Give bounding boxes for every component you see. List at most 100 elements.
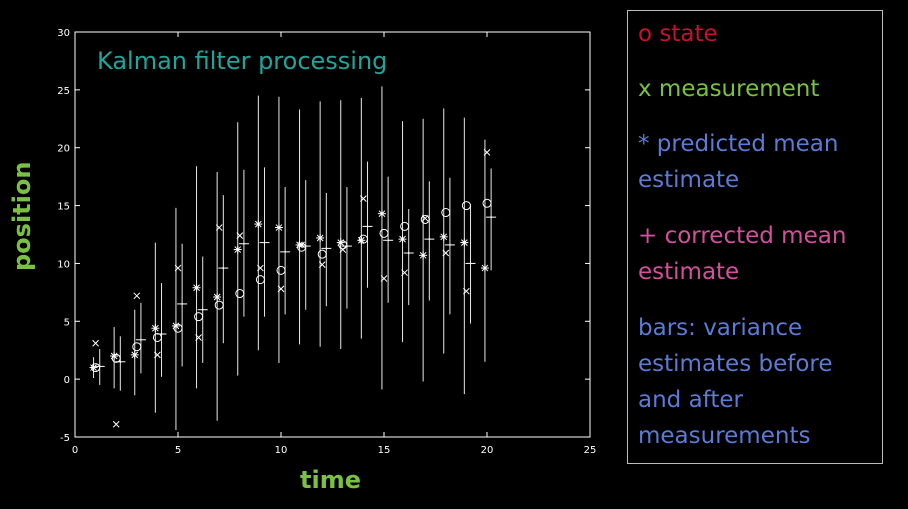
- predicted-marker: [316, 233, 325, 242]
- measurement-marker: [463, 287, 470, 295]
- predicted-marker: [89, 363, 98, 372]
- measurement-marker: [257, 264, 264, 272]
- corrected-marker: [156, 333, 167, 336]
- predicted-marker: [151, 324, 160, 333]
- corrected-marker: [465, 262, 476, 265]
- predicted-marker: [295, 240, 304, 249]
- y-tick-label: 30: [57, 28, 70, 39]
- state-marker: [194, 312, 204, 322]
- x-tick-label: 5: [175, 445, 181, 456]
- measurement-marker: [380, 275, 388, 282]
- data-markers: [89, 148, 497, 428]
- corrected-marker: [300, 245, 311, 248]
- predicted-marker: [460, 238, 469, 247]
- predicted-marker: [439, 232, 448, 241]
- y-tick-label: 0: [64, 375, 70, 386]
- corrected-marker: [321, 247, 332, 250]
- predicted-marker: [130, 350, 139, 359]
- state-marker: [441, 208, 451, 218]
- corrected-marker: [444, 243, 455, 246]
- legend-corrected-1: + corrected mean: [638, 223, 847, 249]
- predicted-marker: [336, 238, 345, 247]
- y-tick-label: -5: [60, 433, 70, 444]
- measurement-marker: [421, 214, 429, 222]
- state-marker: [400, 221, 410, 231]
- x-tick-label: 25: [584, 445, 597, 456]
- state-marker: [276, 265, 286, 275]
- predicted-marker: [233, 245, 242, 254]
- corrected-marker: [197, 308, 208, 311]
- measurement-marker: [483, 148, 491, 156]
- measurement-marker: [236, 232, 244, 240]
- measurement-marker: [174, 264, 182, 272]
- legend-bars-3: and after: [638, 387, 743, 413]
- state-marker: [235, 289, 245, 299]
- corrected-marker: [280, 250, 291, 253]
- measurement-marker: [215, 224, 223, 231]
- x-tick-label: 0: [72, 445, 78, 456]
- y-tick-label: 25: [57, 86, 70, 97]
- predicted-marker: [171, 321, 180, 330]
- predicted-marker: [254, 220, 263, 229]
- x-axis-label: time: [300, 466, 361, 494]
- measurement-marker: [318, 261, 326, 268]
- corrected-marker: [177, 302, 188, 305]
- state-marker: [214, 300, 224, 310]
- measurement-marker: [442, 249, 450, 257]
- chart-title: Kalman filter processing: [97, 47, 387, 75]
- predicted-marker: [357, 236, 366, 245]
- state-marker: [132, 342, 142, 352]
- y-tick-label: 15: [57, 202, 70, 213]
- state-marker: [420, 214, 430, 224]
- state-marker: [317, 249, 327, 259]
- legend-bars-2: estimates before: [638, 351, 833, 377]
- predicted-marker: [274, 223, 283, 232]
- predicted-marker: [213, 292, 222, 301]
- x-tick-label: 15: [378, 445, 391, 456]
- predicted-marker: [110, 352, 119, 360]
- predicted-marker: [480, 264, 489, 273]
- predicted-marker: [192, 283, 201, 292]
- plot-area: [74, 31, 591, 438]
- predicted-marker: [377, 209, 386, 218]
- legend-state: o state: [638, 21, 718, 47]
- legend-bars-4: measurements: [638, 423, 811, 449]
- y-tick-label: 10: [57, 259, 70, 270]
- state-marker: [379, 228, 389, 238]
- legend-predicted-2: estimate: [638, 167, 740, 193]
- measurement-marker: [154, 351, 161, 359]
- corrected-marker: [115, 360, 126, 363]
- corrected-marker: [486, 216, 497, 219]
- y-tick-label: 20: [57, 144, 70, 155]
- y-axis-label: position: [8, 161, 36, 271]
- corrected-marker: [403, 252, 414, 255]
- predicted-marker: [398, 235, 407, 244]
- state-marker: [482, 198, 492, 208]
- y-tick-label: 5: [64, 317, 70, 328]
- measurement-marker: [92, 339, 99, 347]
- corrected-marker: [383, 239, 394, 242]
- predicted-marker: [419, 251, 428, 260]
- measurement-marker: [195, 334, 202, 341]
- state-marker: [461, 201, 471, 211]
- legend-measurement: x measurement: [638, 76, 820, 102]
- state-marker: [358, 234, 368, 244]
- legend-predicted-1: * predicted mean: [638, 131, 839, 157]
- x-tick-label: 20: [481, 445, 494, 456]
- corrected-marker: [238, 242, 249, 245]
- measurement-marker: [277, 285, 285, 293]
- measurement-marker: [112, 420, 120, 428]
- corrected-marker: [135, 338, 146, 341]
- state-marker: [255, 275, 265, 285]
- corrected-marker: [362, 225, 373, 228]
- measurement-marker: [360, 195, 367, 202]
- x-tick-label: 10: [275, 445, 288, 456]
- legend-box: o state x measurement * predicted mean e…: [627, 10, 883, 464]
- legend-corrected-2: estimate: [638, 259, 740, 285]
- state-marker: [152, 332, 162, 342]
- corrected-marker: [259, 241, 270, 244]
- corrected-marker: [218, 267, 229, 270]
- corrected-marker: [341, 245, 352, 248]
